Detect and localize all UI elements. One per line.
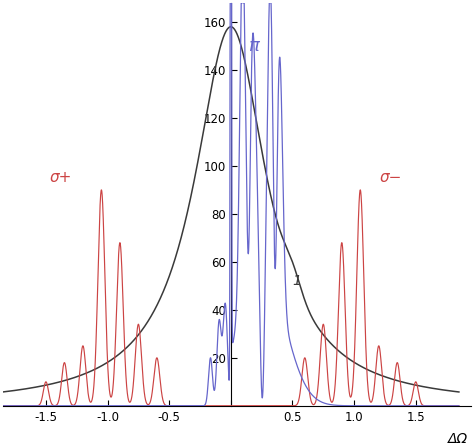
- Text: 1: 1: [292, 274, 301, 288]
- Text: π: π: [248, 37, 259, 55]
- Text: σ−: σ−: [380, 170, 402, 186]
- Text: ΔΩ: ΔΩ: [447, 432, 467, 445]
- Text: σ+: σ+: [49, 170, 72, 186]
